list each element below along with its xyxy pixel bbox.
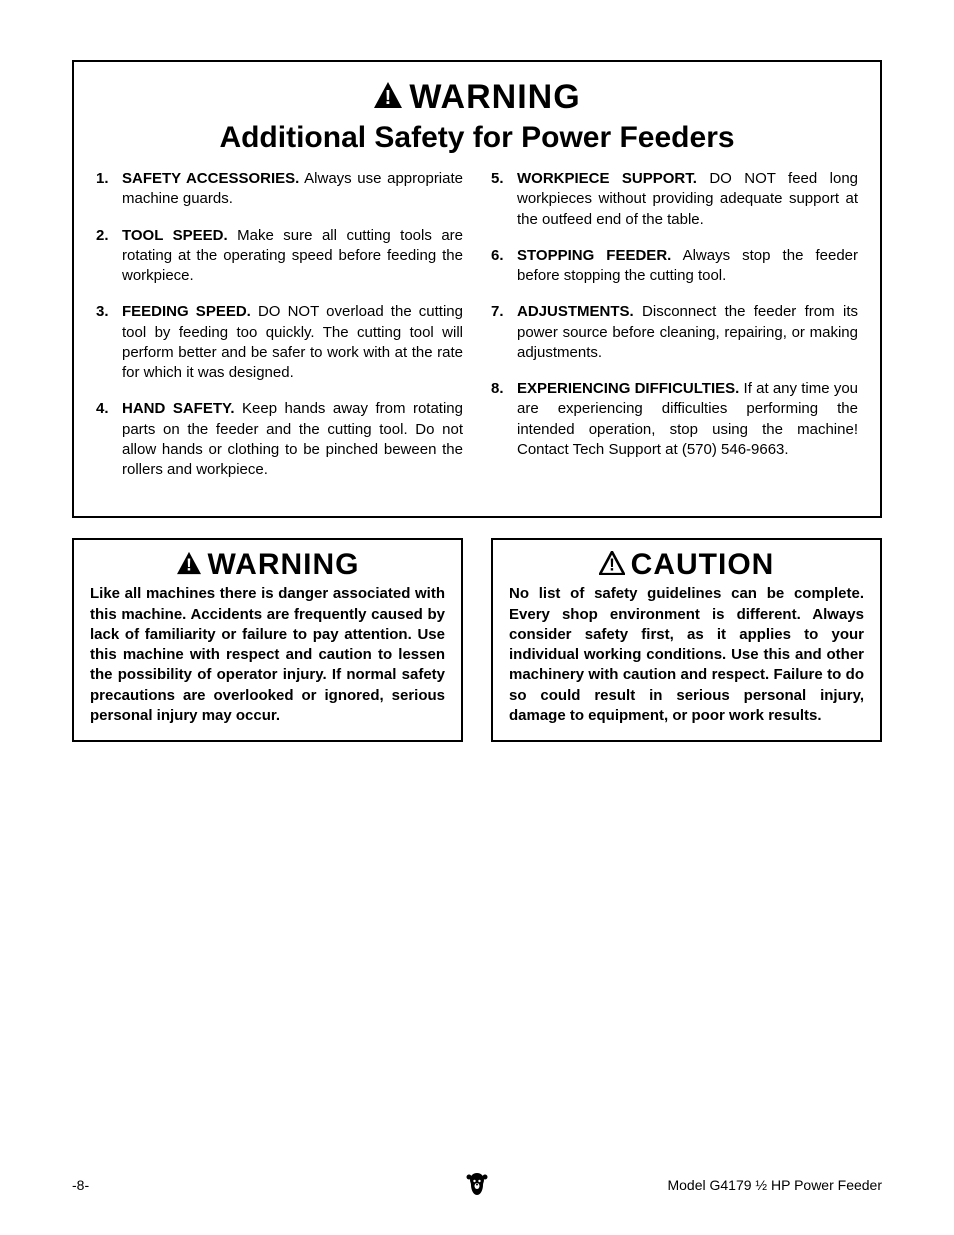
model-text: Model G4179 ½ HP Power Feeder [667,1177,882,1193]
item-number: 7. [491,302,517,363]
item-number: 6. [491,246,517,287]
item-title: HAND SAFETY. [122,400,235,417]
safety-item: 2.TOOL SPEED. Make sure all cutting tool… [96,226,463,287]
caution-box-label: CAUTION [631,548,775,582]
item-title: FEEDING SPEED. [122,303,251,320]
safety-columns: 1.SAFETY ACCESSORIES. Always use appropr… [96,169,858,496]
safety-item: 1.SAFETY ACCESSORIES. Always use appropr… [96,169,463,210]
item-number: 3. [96,302,122,383]
main-safety-box: ! WARNING Additional Safety for Power Fe… [72,60,882,518]
main-warning-label: WARNING [409,78,580,117]
safety-item: 5.WORKPIECE SUPPORT. DO NOT feed long wo… [491,169,858,230]
left-column: 1.SAFETY ACCESSORIES. Always use appropr… [96,169,463,496]
main-subtitle: Additional Safety for Power Feeders [96,121,858,155]
footer-logo-icon [465,1171,489,1200]
item-body: EXPERIENCING DIFFICULTIES. If at any tim… [517,379,858,460]
main-warning-header: ! WARNING [96,78,858,117]
safety-item: 4.HAND SAFETY. Keep hands away from rota… [96,399,463,480]
item-number: 1. [96,169,122,210]
caution-box-header: ! CAUTION [509,548,864,582]
safety-item: 3.FEEDING SPEED. DO NOT overload the cut… [96,302,463,383]
page-number: -8- [72,1177,89,1193]
caution-box-body: No list of safety guidelines can be comp… [509,584,864,726]
item-body: FEEDING SPEED. DO NOT overload the cutti… [122,302,463,383]
item-title: TOOL SPEED. [122,227,228,244]
warning-box-header: ! WARNING [90,548,445,582]
safety-item: 6.STOPPING FEEDER. Always stop the feede… [491,246,858,287]
svg-text:!: ! [609,554,615,574]
item-title: STOPPING FEEDER. [517,247,671,264]
warning-triangle-icon: ! [176,551,202,580]
warning-box: ! WARNING Like all machines there is dan… [72,538,463,742]
item-body: ADJUSTMENTS. Disconnect the feeder from … [517,302,858,363]
svg-text:!: ! [385,87,392,109]
item-body: WORKPIECE SUPPORT. DO NOT feed long work… [517,169,858,230]
item-body: HAND SAFETY. Keep hands away from rotati… [122,399,463,480]
caution-box: ! CAUTION No list of safety guidelines c… [491,538,882,742]
right-column: 5.WORKPIECE SUPPORT. DO NOT feed long wo… [491,169,858,496]
item-title: ADJUSTMENTS. [517,303,634,320]
item-number: 8. [491,379,517,460]
item-title: SAFETY ACCESSORIES. [122,170,299,187]
warning-box-body: Like all machines there is danger associ… [90,584,445,726]
item-number: 5. [491,169,517,230]
item-body: TOOL SPEED. Make sure all cutting tools … [122,226,463,287]
item-number: 4. [96,399,122,480]
safety-item: 7.ADJUSTMENTS. Disconnect the feeder fro… [491,302,858,363]
lower-row: ! WARNING Like all machines there is dan… [72,538,882,742]
page-footer: -8- Model G4179 ½ HP Power Feeder [72,1177,882,1193]
warning-triangle-icon: ! [373,81,403,114]
caution-triangle-icon: ! [599,551,625,580]
svg-text:!: ! [186,554,192,574]
item-number: 2. [96,226,122,287]
warning-box-label: WARNING [208,548,360,582]
item-title: EXPERIENCING DIFFICULTIES. [517,380,739,397]
page: ! WARNING Additional Safety for Power Fe… [0,0,954,1235]
item-body: STOPPING FEEDER. Always stop the feeder … [517,246,858,287]
item-title: WORKPIECE SUPPORT. [517,170,697,187]
item-body: SAFETY ACCESSORIES. Always use appropria… [122,169,463,210]
safety-item: 8.EXPERIENCING DIFFICULTIES. If at any t… [491,379,858,460]
